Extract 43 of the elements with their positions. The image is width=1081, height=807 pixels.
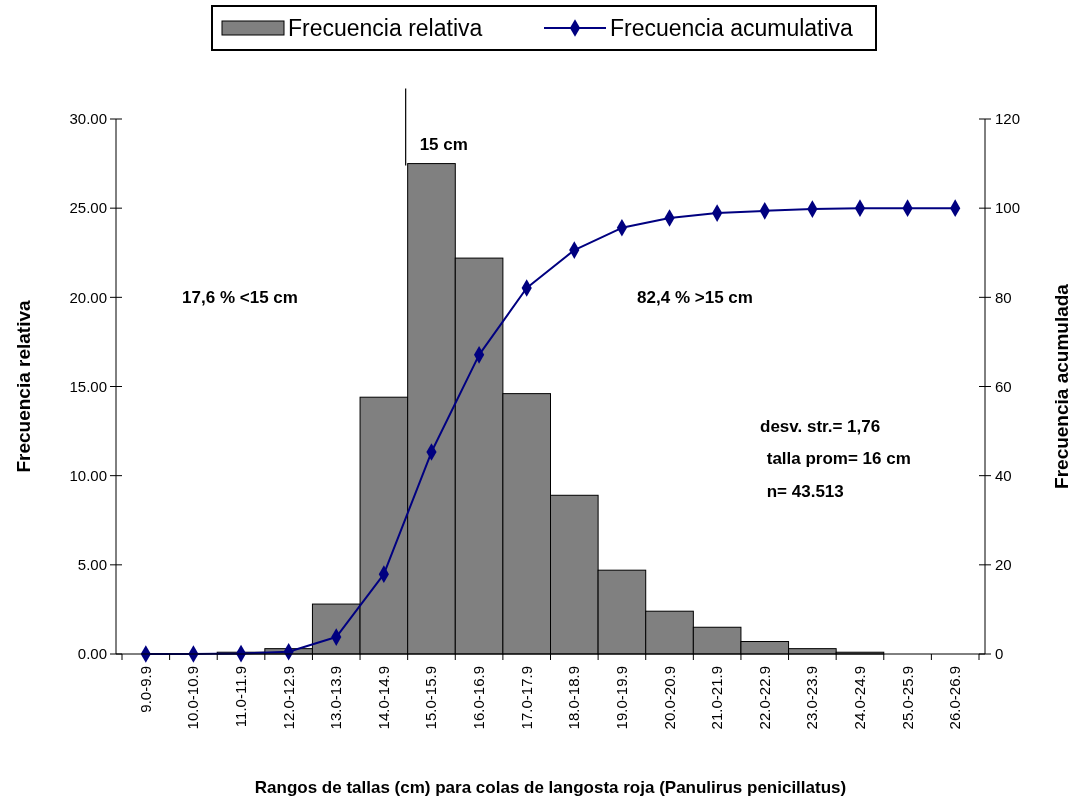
- legend-label: Frecuencia relativa: [288, 15, 483, 42]
- x-tick-label: 18.0-18.9: [565, 666, 583, 730]
- y2-tick-label: 20: [995, 556, 1012, 574]
- x-axis-title: Rangos de tallas (cm) para colas de langosta roja (Panulirus penicillatus): [254, 778, 847, 797]
- x-tick-label: 11.0-11.9: [232, 666, 250, 728]
- x-tick-label: 9.0-9.9: [136, 666, 154, 713]
- x-tick-label: 16.0-16.9: [470, 666, 488, 730]
- annotation: 82,4 % >15 cm: [637, 288, 753, 307]
- x-tick-label: 24.0-24.9: [850, 666, 868, 730]
- x-tick-label: 19.0-19.9: [612, 666, 630, 730]
- annotation: desv. str.= 1,76: [760, 417, 881, 436]
- y2-tick-label: 120: [995, 110, 1021, 128]
- y2-tick-label: 40: [995, 466, 1012, 484]
- annotation: n= 43.513: [762, 482, 844, 501]
- y-tick-label: 25.00: [69, 199, 107, 217]
- legend-label: Frecuencia acumulativa: [610, 15, 854, 42]
- y2-tick-label: 80: [995, 288, 1012, 306]
- x-tick-label: 21.0-21.9: [708, 666, 726, 730]
- y2-tick-label: 60: [995, 377, 1012, 395]
- x-tick-label: 25.0-25.9: [898, 666, 916, 730]
- y-axis-title: Frecuencia relativa: [13, 299, 34, 473]
- x-tick-label: 22.0-22.9: [755, 666, 773, 730]
- y-tick-label: 20.00: [69, 288, 107, 306]
- y-tick-label: 30.00: [69, 110, 107, 128]
- x-tick-label: 23.0-23.9: [803, 666, 821, 730]
- x-tick-label: 10.0-10.9: [184, 666, 202, 730]
- x-tick-label: 14.0-14.9: [374, 666, 392, 730]
- x-tick-label: 17.0-17.9: [517, 666, 535, 730]
- annotation: talla prom= 16 cm: [762, 449, 911, 468]
- annotation: 15 cm: [419, 134, 468, 154]
- y-tick-label: 10.00: [69, 466, 107, 484]
- x-tick-label: 13.0-13.9: [327, 666, 345, 730]
- x-tick-label: 26.0-26.9: [946, 666, 964, 730]
- x-tick-label: 20.0-20.9: [660, 666, 678, 730]
- annotation: 17,6 % <15 cm: [182, 288, 298, 307]
- y-tick-label: 5.00: [77, 556, 107, 574]
- x-tick-label: 12.0-12.9: [279, 666, 297, 730]
- y2-tick-label: 100: [995, 199, 1021, 217]
- y-tick-label: 0.00: [77, 645, 107, 663]
- x-tick-label: 15.0-15.9: [422, 666, 440, 730]
- y2-axis-title: Frecuencia acumulada: [1051, 283, 1072, 489]
- y2-tick-label: 0: [995, 645, 1004, 663]
- y-tick-label: 15.00: [69, 377, 107, 395]
